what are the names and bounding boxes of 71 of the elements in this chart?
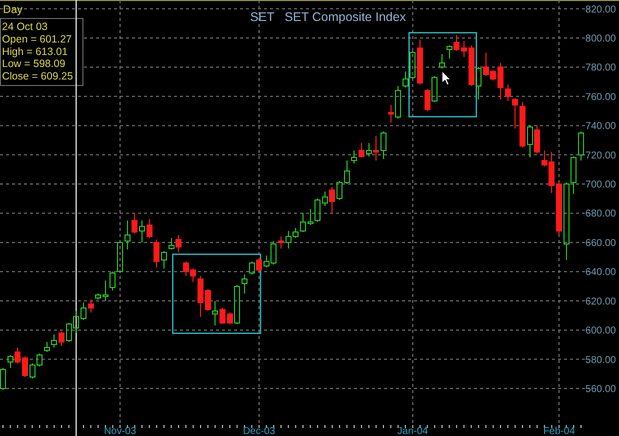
y-tick-label: 800.00 xyxy=(585,33,616,44)
candlestick xyxy=(234,284,240,325)
candlestick xyxy=(88,298,94,314)
y-tick-label: 780.00 xyxy=(585,62,616,74)
y-tick-label: 620.00 xyxy=(585,296,616,308)
y-tick-label: 640.00 xyxy=(585,267,616,278)
x-tick-label: Feb-04 xyxy=(543,426,576,436)
candlestick xyxy=(526,125,533,158)
candlestick xyxy=(212,300,218,326)
y-tick-label: 600.00 xyxy=(585,326,616,337)
candlestick xyxy=(351,150,358,164)
candlestick xyxy=(402,71,408,88)
candlestick xyxy=(570,156,577,195)
y-tick-label: 700.00 xyxy=(585,180,616,191)
candlestick xyxy=(388,104,394,124)
x-tick-label: Dec-03 xyxy=(242,426,276,436)
candlestick xyxy=(256,258,262,272)
candlestick xyxy=(446,44,452,59)
candlestick xyxy=(58,331,65,347)
candlestick xyxy=(366,142,372,157)
y-tick-label: 560.00 xyxy=(585,384,616,395)
annotation: Low = 598.09 xyxy=(2,58,66,70)
candlestick xyxy=(504,84,511,102)
candlestick xyxy=(132,212,138,234)
candlestick xyxy=(432,75,438,103)
candlestick xyxy=(146,218,152,239)
candlestick xyxy=(424,88,430,112)
annotation: Day xyxy=(3,4,24,16)
candlestick xyxy=(124,220,130,250)
candlestick xyxy=(563,182,570,260)
candlestick xyxy=(241,274,248,294)
y-tick-label: 740.00 xyxy=(585,121,616,132)
candlestick xyxy=(373,135,380,162)
candlestick xyxy=(168,238,174,250)
candlestick xyxy=(329,186,336,214)
candlestick xyxy=(248,260,255,276)
y-tick-label: 580.00 xyxy=(585,354,616,366)
candlestick xyxy=(7,354,14,369)
candlestick xyxy=(139,220,146,243)
candlestick xyxy=(417,38,424,86)
annotation: High = 613.01 xyxy=(2,46,68,58)
candlestick xyxy=(578,130,584,162)
candlestick xyxy=(160,250,167,270)
y-tick-label: 680.00 xyxy=(585,208,616,220)
candlestick xyxy=(154,239,160,268)
candlestick xyxy=(278,236,284,249)
candlestick xyxy=(110,271,116,292)
x-tick-label: Nov-03 xyxy=(104,426,137,436)
candlestick xyxy=(519,102,526,148)
candlestick xyxy=(438,54,445,70)
y-tick-label: 660.00 xyxy=(585,238,616,249)
candlestick xyxy=(51,334,58,348)
candlestick xyxy=(410,50,416,80)
annotation: 24 Oct 03 xyxy=(2,21,48,33)
candlestick xyxy=(176,234,182,254)
candlestick xyxy=(395,86,402,119)
candlestick xyxy=(0,368,6,390)
candlestick xyxy=(358,142,365,158)
candlestick xyxy=(534,125,540,154)
x-tick-label: Jan-04 xyxy=(397,426,428,436)
candlestick xyxy=(476,66,482,100)
annotation: Open = 601.27 xyxy=(2,33,72,46)
candlestick xyxy=(380,130,386,160)
candlestick xyxy=(44,341,50,352)
y-tick-label: 760.00 xyxy=(585,92,616,103)
y-tick-label: 720.00 xyxy=(585,150,616,162)
candlestick xyxy=(512,97,518,130)
y-tick-label: 820.00 xyxy=(585,4,616,16)
annotation: Close = 609.25 xyxy=(2,70,74,83)
candlestick xyxy=(117,240,124,274)
text: SET SET Composite Index xyxy=(250,10,407,24)
